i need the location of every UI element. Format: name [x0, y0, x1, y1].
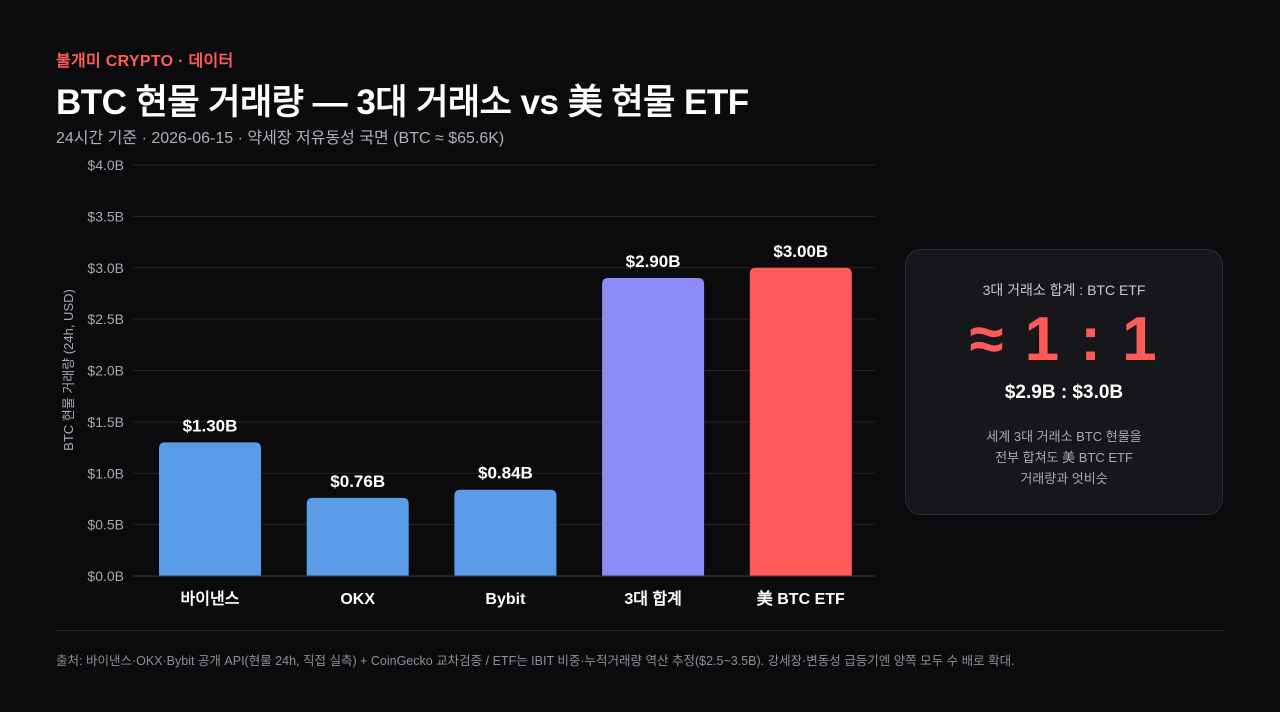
- bar: [454, 489, 557, 576]
- page-subtitle: 24시간 기준 · 2026-06-15 · 약세장 저유동성 국면 (BTC …: [56, 130, 505, 147]
- y-tick-label: $3.0B: [87, 260, 124, 276]
- footer-divider: [56, 630, 1224, 631]
- bar: [749, 267, 852, 576]
- bar: [159, 442, 261, 576]
- x-tick-label: Bybit: [485, 591, 526, 608]
- x-tick-label: 3대 합계: [624, 589, 682, 608]
- bars: [159, 267, 852, 576]
- bar-value-label: $0.84B: [478, 464, 533, 483]
- x-tick-label: OKX: [340, 591, 375, 608]
- y-tick-label: $2.0B: [87, 363, 124, 379]
- value-labels: $1.30B $0.76B $0.84B $2.90B $3.00B: [183, 242, 829, 491]
- page-title: BTC 현물 거래량 — 3대 거래소 vs 美 현물 ETF: [56, 83, 749, 122]
- x-tick-label: 바이낸스: [181, 590, 240, 608]
- bar-value-label: $2.90B: [626, 252, 681, 271]
- callout-ratio: ≈ 1 : 1: [969, 305, 1159, 374]
- callout-label: 3대 거래소 합계 : BTC ETF: [982, 282, 1146, 298]
- y-tick-label: $4.0B: [87, 157, 124, 173]
- bar-value-label: $3.00B: [773, 242, 828, 261]
- y-axis-label: BTC 현물 거래량 (24h, USD): [61, 289, 76, 451]
- y-tick-label: $1.5B: [87, 414, 124, 430]
- y-axis-ticks: $0.0B $0.5B $1.0B $1.5B $2.0B $2.5B $3.0B $3.5B…: [87, 157, 124, 584]
- y-tick-label: $1.0B: [87, 465, 124, 481]
- bar-value-label: $1.30B: [183, 416, 238, 435]
- bar: [306, 497, 409, 576]
- y-tick-label: $0.0B: [87, 568, 124, 584]
- source-note: 출처: 바이낸스·OKX·Bybit 공개 API(현물 24h, 직접 실측)…: [56, 654, 1015, 668]
- bar-value-label: $0.76B: [330, 472, 385, 491]
- x-tick-label: 美 BTC ETF: [757, 589, 845, 608]
- ratio-callout-card: 3대 거래소 합계 : BTC ETF ≈ 1 : 1 $2.9B : $3.0…: [905, 249, 1223, 515]
- bar: [602, 278, 705, 576]
- callout-note: 세계 3대 거래소 BTC 현물을 전부 합쳐도 美 BTC ETF 거래량과 …: [906, 426, 1222, 489]
- callout-note-line: 세계 3대 거래소 BTC 현물을: [986, 429, 1142, 444]
- callout-values: $2.9B : $3.0B: [1004, 382, 1124, 403]
- y-tick-label: $2.5B: [87, 311, 124, 327]
- callout-note-line: 전부 합쳐도 美 BTC ETF: [995, 450, 1133, 465]
- x-axis-labels: 바이낸스 OKX Bybit 3대 합계 美 BTC ETF: [181, 589, 845, 608]
- y-tick-label: $3.5B: [87, 208, 124, 224]
- brand-label: 불개미 CRYPTO · 데이터: [56, 53, 234, 70]
- y-tick-label: $0.5B: [87, 517, 124, 533]
- callout-note-line: 거래량과 엇비슷: [1020, 471, 1108, 486]
